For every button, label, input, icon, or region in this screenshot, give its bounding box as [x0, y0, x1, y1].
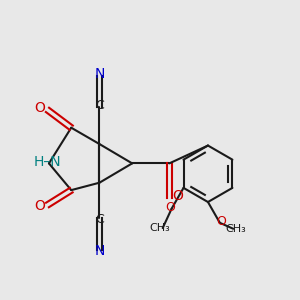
Text: O: O — [165, 201, 175, 214]
Text: N: N — [94, 244, 105, 258]
Text: C: C — [95, 99, 104, 112]
Text: O: O — [216, 215, 226, 228]
Text: O: O — [172, 189, 183, 203]
Text: C: C — [95, 213, 104, 226]
Text: CH₃: CH₃ — [226, 224, 247, 234]
Text: O: O — [34, 200, 46, 214]
Text: H–N: H–N — [34, 155, 61, 169]
Text: CH₃: CH₃ — [149, 223, 170, 233]
Text: O: O — [34, 101, 46, 116]
Text: N: N — [94, 67, 105, 81]
